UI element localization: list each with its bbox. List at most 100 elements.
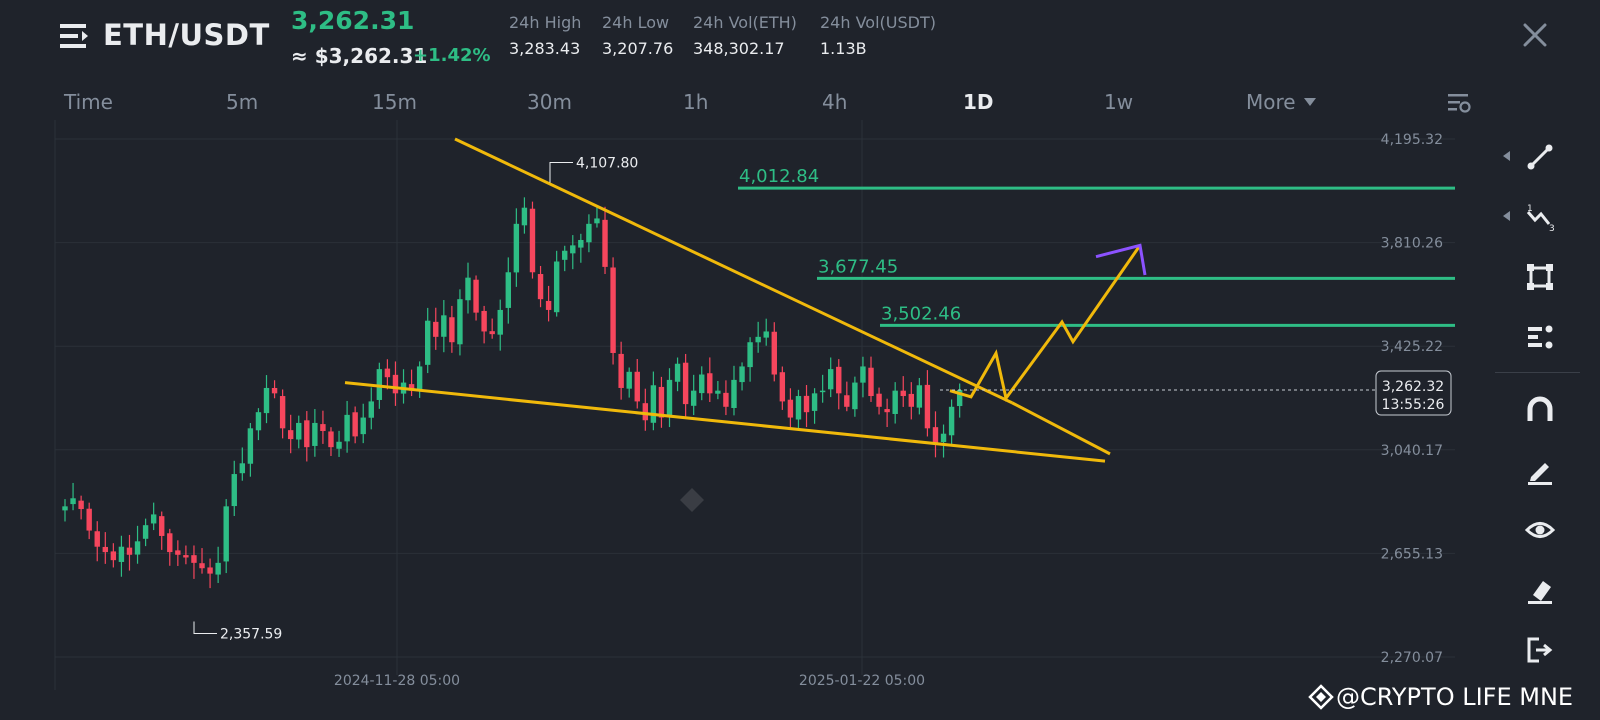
tab-1h[interactable]: 1h: [683, 90, 709, 114]
annotations-layer: 3,262.32 13:55:26 4,107.80 2,357.59: [193, 156, 1452, 642]
candle-up: [416, 366, 423, 390]
stat-value-24h-low: 3,207.76: [602, 39, 674, 58]
candle-up: [666, 379, 673, 418]
candle-up: [465, 277, 471, 301]
expand-caret-icon[interactable]: [1503, 211, 1510, 221]
indicator-icon[interactable]: [1525, 322, 1555, 352]
candle-down: [207, 567, 213, 574]
candle-up: [425, 320, 431, 365]
candle-down: [78, 500, 84, 510]
current-price-box: [1375, 370, 1452, 416]
candle-up: [134, 541, 141, 555]
magnet-icon[interactable]: [1525, 395, 1555, 425]
candle-down: [175, 550, 181, 555]
tab-more[interactable]: More: [1246, 90, 1296, 114]
candle-down: [634, 371, 640, 402]
candle-up: [747, 342, 753, 368]
exit-icon[interactable]: [1525, 635, 1555, 665]
stat-label-24h-high: 24h High: [509, 13, 582, 32]
chart-settings-icon[interactable]: [1446, 90, 1472, 116]
trading-pair[interactable]: ETH/USDT: [103, 18, 270, 52]
tab-time[interactable]: Time: [64, 90, 113, 114]
candle-up: [336, 441, 342, 449]
candle-up: [521, 207, 528, 226]
candle-up: [360, 417, 366, 435]
fibonacci-icon[interactable]: 13: [1525, 202, 1555, 232]
candle-up: [215, 562, 221, 575]
expand-caret-icon[interactable]: [1503, 151, 1510, 161]
candle-up: [892, 390, 898, 414]
candle-down: [876, 393, 882, 407]
watermark-text: @CRYPTO LIFE MNE: [1336, 683, 1574, 711]
candle-up: [755, 336, 761, 343]
candle-down: [449, 317, 455, 343]
trend-line-icon[interactable]: [1525, 142, 1555, 172]
stat-value-24h-high: 3,283.43: [509, 39, 581, 58]
stat-label-24h-vol-usdt: 24h Vol(USDT): [820, 13, 936, 32]
candle-up: [62, 506, 68, 511]
candle-down: [126, 547, 133, 555]
tab-1w[interactable]: 1w: [1104, 90, 1134, 114]
wedge-upper-extension: [1011, 401, 1111, 456]
candle-down: [94, 531, 100, 547]
rectangle-icon[interactable]: [1525, 262, 1555, 292]
y-axis-tick-label: 4,195.32: [1381, 132, 1443, 148]
candle-up: [239, 463, 246, 474]
candle-down: [167, 533, 173, 553]
candle-up: [142, 525, 149, 539]
candle-up: [674, 363, 681, 382]
candle-up: [795, 396, 802, 420]
candle-down: [481, 310, 487, 332]
candle-up: [763, 331, 769, 338]
current-price-label: 3,262.32: [1382, 379, 1444, 395]
eraser-icon[interactable]: [1525, 575, 1555, 605]
candle-down: [159, 516, 165, 536]
last-price: 3,262.31: [291, 6, 415, 35]
candle-down: [618, 353, 624, 388]
projection-tip: [1095, 243, 1147, 276]
candle-down: [320, 424, 326, 432]
candle-up: [860, 366, 866, 383]
candle-down: [610, 267, 616, 353]
menu-icon[interactable]: [60, 22, 90, 50]
wedge-upper-trendline: [454, 137, 1013, 405]
candles-layer: [62, 197, 963, 589]
candle-up: [497, 309, 503, 335]
candle-down: [392, 374, 399, 394]
candle-down: [884, 409, 890, 413]
candle-down: [545, 300, 552, 310]
candle-up: [553, 261, 560, 313]
low-marker-label: 2,357.59: [220, 626, 282, 642]
eye-icon[interactable]: [1525, 515, 1555, 545]
tab-1d[interactable]: 1D: [963, 90, 994, 114]
stat-value-24h-vol-eth: 348,302.17: [693, 39, 785, 58]
candle-down: [110, 551, 117, 561]
projection-path: [949, 244, 1142, 402]
pencil-icon[interactable]: [1525, 455, 1555, 485]
close-icon[interactable]: [1520, 20, 1550, 50]
candle-down: [723, 392, 729, 407]
candle-down: [352, 412, 358, 437]
candle-down: [328, 431, 334, 448]
candle-down: [771, 331, 777, 375]
candle-down: [836, 366, 842, 394]
candle-up: [457, 299, 463, 345]
candle-down: [787, 399, 794, 418]
tab-30m[interactable]: 30m: [527, 90, 572, 114]
low-marker-leader: [193, 621, 217, 634]
candle-up: [819, 390, 826, 393]
tab-5m[interactable]: 5m: [226, 90, 259, 114]
candle-up: [594, 218, 600, 224]
candle-up: [940, 433, 947, 443]
chart-grid: [54, 120, 1455, 690]
candle-up: [956, 390, 963, 407]
tab-15m[interactable]: 15m: [372, 90, 417, 114]
candle-down: [287, 430, 294, 440]
price-chart[interactable]: 4,012.84 3,677.45 3,502.46 3,262.32 13:55:2…: [0, 120, 1490, 720]
x-axis-tick-label: 2025-01-22 05:00: [799, 673, 925, 689]
candle-up: [570, 245, 576, 254]
tab-4h[interactable]: 4h: [822, 90, 848, 114]
candle-up: [247, 428, 254, 464]
candle-up: [505, 272, 511, 308]
svg-text:1: 1: [1527, 204, 1533, 214]
